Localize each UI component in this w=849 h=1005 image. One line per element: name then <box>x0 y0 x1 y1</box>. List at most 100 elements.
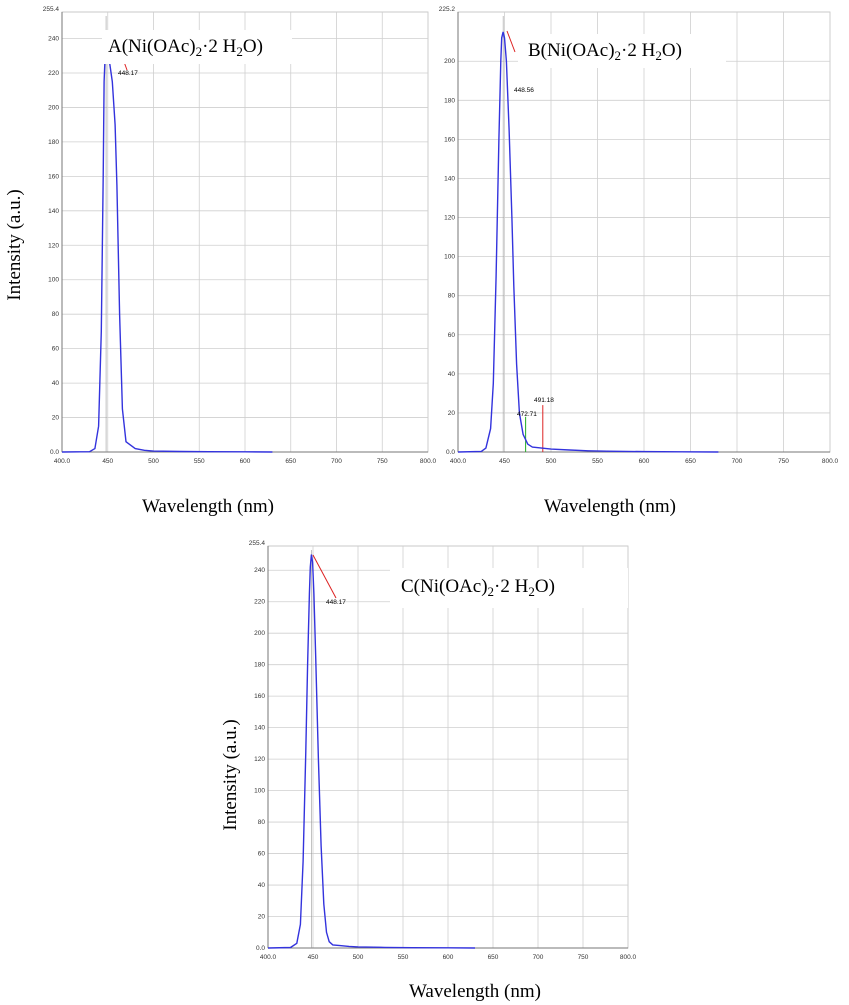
y-tick-label: 40 <box>52 380 60 387</box>
peak-label: 491.18 <box>534 397 554 404</box>
x-tick-label: 450 <box>499 458 510 465</box>
x-axis-title: Wavelength (nm) <box>544 496 676 517</box>
y-tick-label: 240 <box>48 36 59 43</box>
peak-leader-line <box>312 554 337 599</box>
x-tick-label: 550 <box>194 458 205 465</box>
panel-label-subscript: 2 <box>655 48 662 63</box>
panel-label-text: B(Ni(OAc) <box>528 40 615 61</box>
y-tick-label: 220 <box>48 70 59 77</box>
y-tick-label: 100 <box>48 277 59 284</box>
panel-label-text: C(Ni(OAc) <box>401 576 488 597</box>
x-tick-label: 500 <box>353 954 364 961</box>
x-tick-label: 700 <box>533 954 544 961</box>
y-tick-label: 80 <box>52 311 60 318</box>
x-tick-label: 600 <box>639 458 650 465</box>
y-tick-label: 200 <box>254 630 265 637</box>
y-tick-label: 180 <box>444 97 455 104</box>
y-tick-label: 60 <box>448 332 456 339</box>
y-max-label: 225.2 <box>439 6 456 13</box>
x-tick-label: 650 <box>285 458 296 465</box>
panel-label-box <box>102 30 292 64</box>
y-tick-label: 0.0 <box>50 449 59 456</box>
y-tick-label: 100 <box>254 788 265 795</box>
chart-panel-b: 400.0 450 500 550 600 650 700 750 800.0 0.0 20 40 60… <box>439 6 839 517</box>
y-tick-label: 160 <box>48 173 59 180</box>
chart-panel-a: 400.0 450 500 550 600 650 700 750 800.0 0.0 20 40 60… <box>4 6 437 517</box>
x-tick-label: 750 <box>778 458 789 465</box>
x-tick-label: 500 <box>546 458 557 465</box>
spectrum-line <box>267 554 476 949</box>
x-tick-label: 800.0 <box>620 954 637 961</box>
y-tick-label: 20 <box>448 410 456 417</box>
panel-label-subscript: 2 <box>488 584 495 599</box>
panel-label-text: O) <box>535 576 555 597</box>
y-tick-label: 160 <box>444 136 455 143</box>
y-tick-label: 0.0 <box>446 449 455 456</box>
peak-leader-line <box>506 30 516 53</box>
spectrum-line <box>457 31 719 453</box>
panel-label-text: ·2 H <box>621 40 656 61</box>
spectrum-line <box>61 58 273 453</box>
panel-label-box <box>390 568 628 608</box>
panel-label-subscript: 2 <box>528 584 535 599</box>
y-tick-label: 200 <box>444 58 455 65</box>
peak-label: 448.17 <box>118 70 138 77</box>
y-tick-label: 40 <box>258 882 266 889</box>
panel-label-subscript: 2 <box>196 44 203 59</box>
panel-label-subscript: 2 <box>615 48 622 63</box>
x-tick-label: 750 <box>377 458 388 465</box>
y-axis-title: Intensity (a.u.) <box>4 189 25 300</box>
x-tick-label: 650 <box>488 954 499 961</box>
y-tick-label: 80 <box>448 293 456 300</box>
y-tick-label: 0.0 <box>256 945 265 952</box>
x-tick-label: 550 <box>592 458 603 465</box>
panel-label-box <box>518 34 726 68</box>
x-tick-label: 400.0 <box>54 458 71 465</box>
y-tick-label: 140 <box>48 208 59 215</box>
panel-label-subscript: 2 <box>236 44 243 59</box>
y-tick-label: 40 <box>448 371 456 378</box>
peak-label: 472.71 <box>517 411 537 418</box>
y-tick-label: 120 <box>444 215 455 222</box>
y-max-label: 255.4 <box>249 540 266 547</box>
x-tick-label: 550 <box>398 954 409 961</box>
y-tick-label: 60 <box>52 346 60 353</box>
x-tick-label: 450 <box>308 954 319 961</box>
panel-label: A(Ni(OAc)2·2 H2O) <box>108 36 263 59</box>
panel-label: C(Ni(OAc)2·2 H2O) <box>401 576 555 599</box>
y-axis-title: Intensity (a.u.) <box>220 719 241 830</box>
panel-label-text: ·2 H <box>494 576 529 597</box>
peak-label: 448.17 <box>326 599 346 606</box>
x-tick-label: 400.0 <box>260 954 277 961</box>
y-tick-label: 60 <box>258 851 266 858</box>
panel-label-text: ·2 H <box>202 36 237 57</box>
x-tick-label: 750 <box>578 954 589 961</box>
x-tick-label: 600 <box>240 458 251 465</box>
y-tick-label: 20 <box>52 415 60 422</box>
y-max-label: 255.4 <box>43 6 60 13</box>
y-tick-label: 180 <box>254 662 265 669</box>
x-tick-label: 500 <box>148 458 159 465</box>
x-tick-label: 650 <box>685 458 696 465</box>
x-axis-title: Wavelength (nm) <box>142 496 274 517</box>
panel-label-text: O) <box>243 36 263 57</box>
y-tick-label: 20 <box>258 914 266 921</box>
x-tick-label: 600 <box>443 954 454 961</box>
panel-label-text: O) <box>662 40 682 61</box>
chart-panel-c: 400.0 450 500 550 600 650 700 750 800.0 0.0 20 40 60… <box>220 540 637 1002</box>
panel-label: B(Ni(OAc)2·2 H2O) <box>528 40 682 63</box>
peak-label: 448.56 <box>514 87 534 94</box>
y-tick-label: 120 <box>48 242 59 249</box>
y-tick-label: 160 <box>254 693 265 700</box>
panel-label-text: A(Ni(OAc) <box>108 36 196 57</box>
y-tick-label: 120 <box>254 756 265 763</box>
x-tick-label: 400.0 <box>450 458 467 465</box>
x-tick-label: 700 <box>732 458 743 465</box>
y-tick-label: 140 <box>254 725 265 732</box>
y-tick-label: 140 <box>444 175 455 182</box>
x-tick-label: 800.0 <box>822 458 839 465</box>
x-tick-label: 800.0 <box>420 458 437 465</box>
y-tick-label: 220 <box>254 599 265 606</box>
y-tick-label: 80 <box>258 819 266 826</box>
